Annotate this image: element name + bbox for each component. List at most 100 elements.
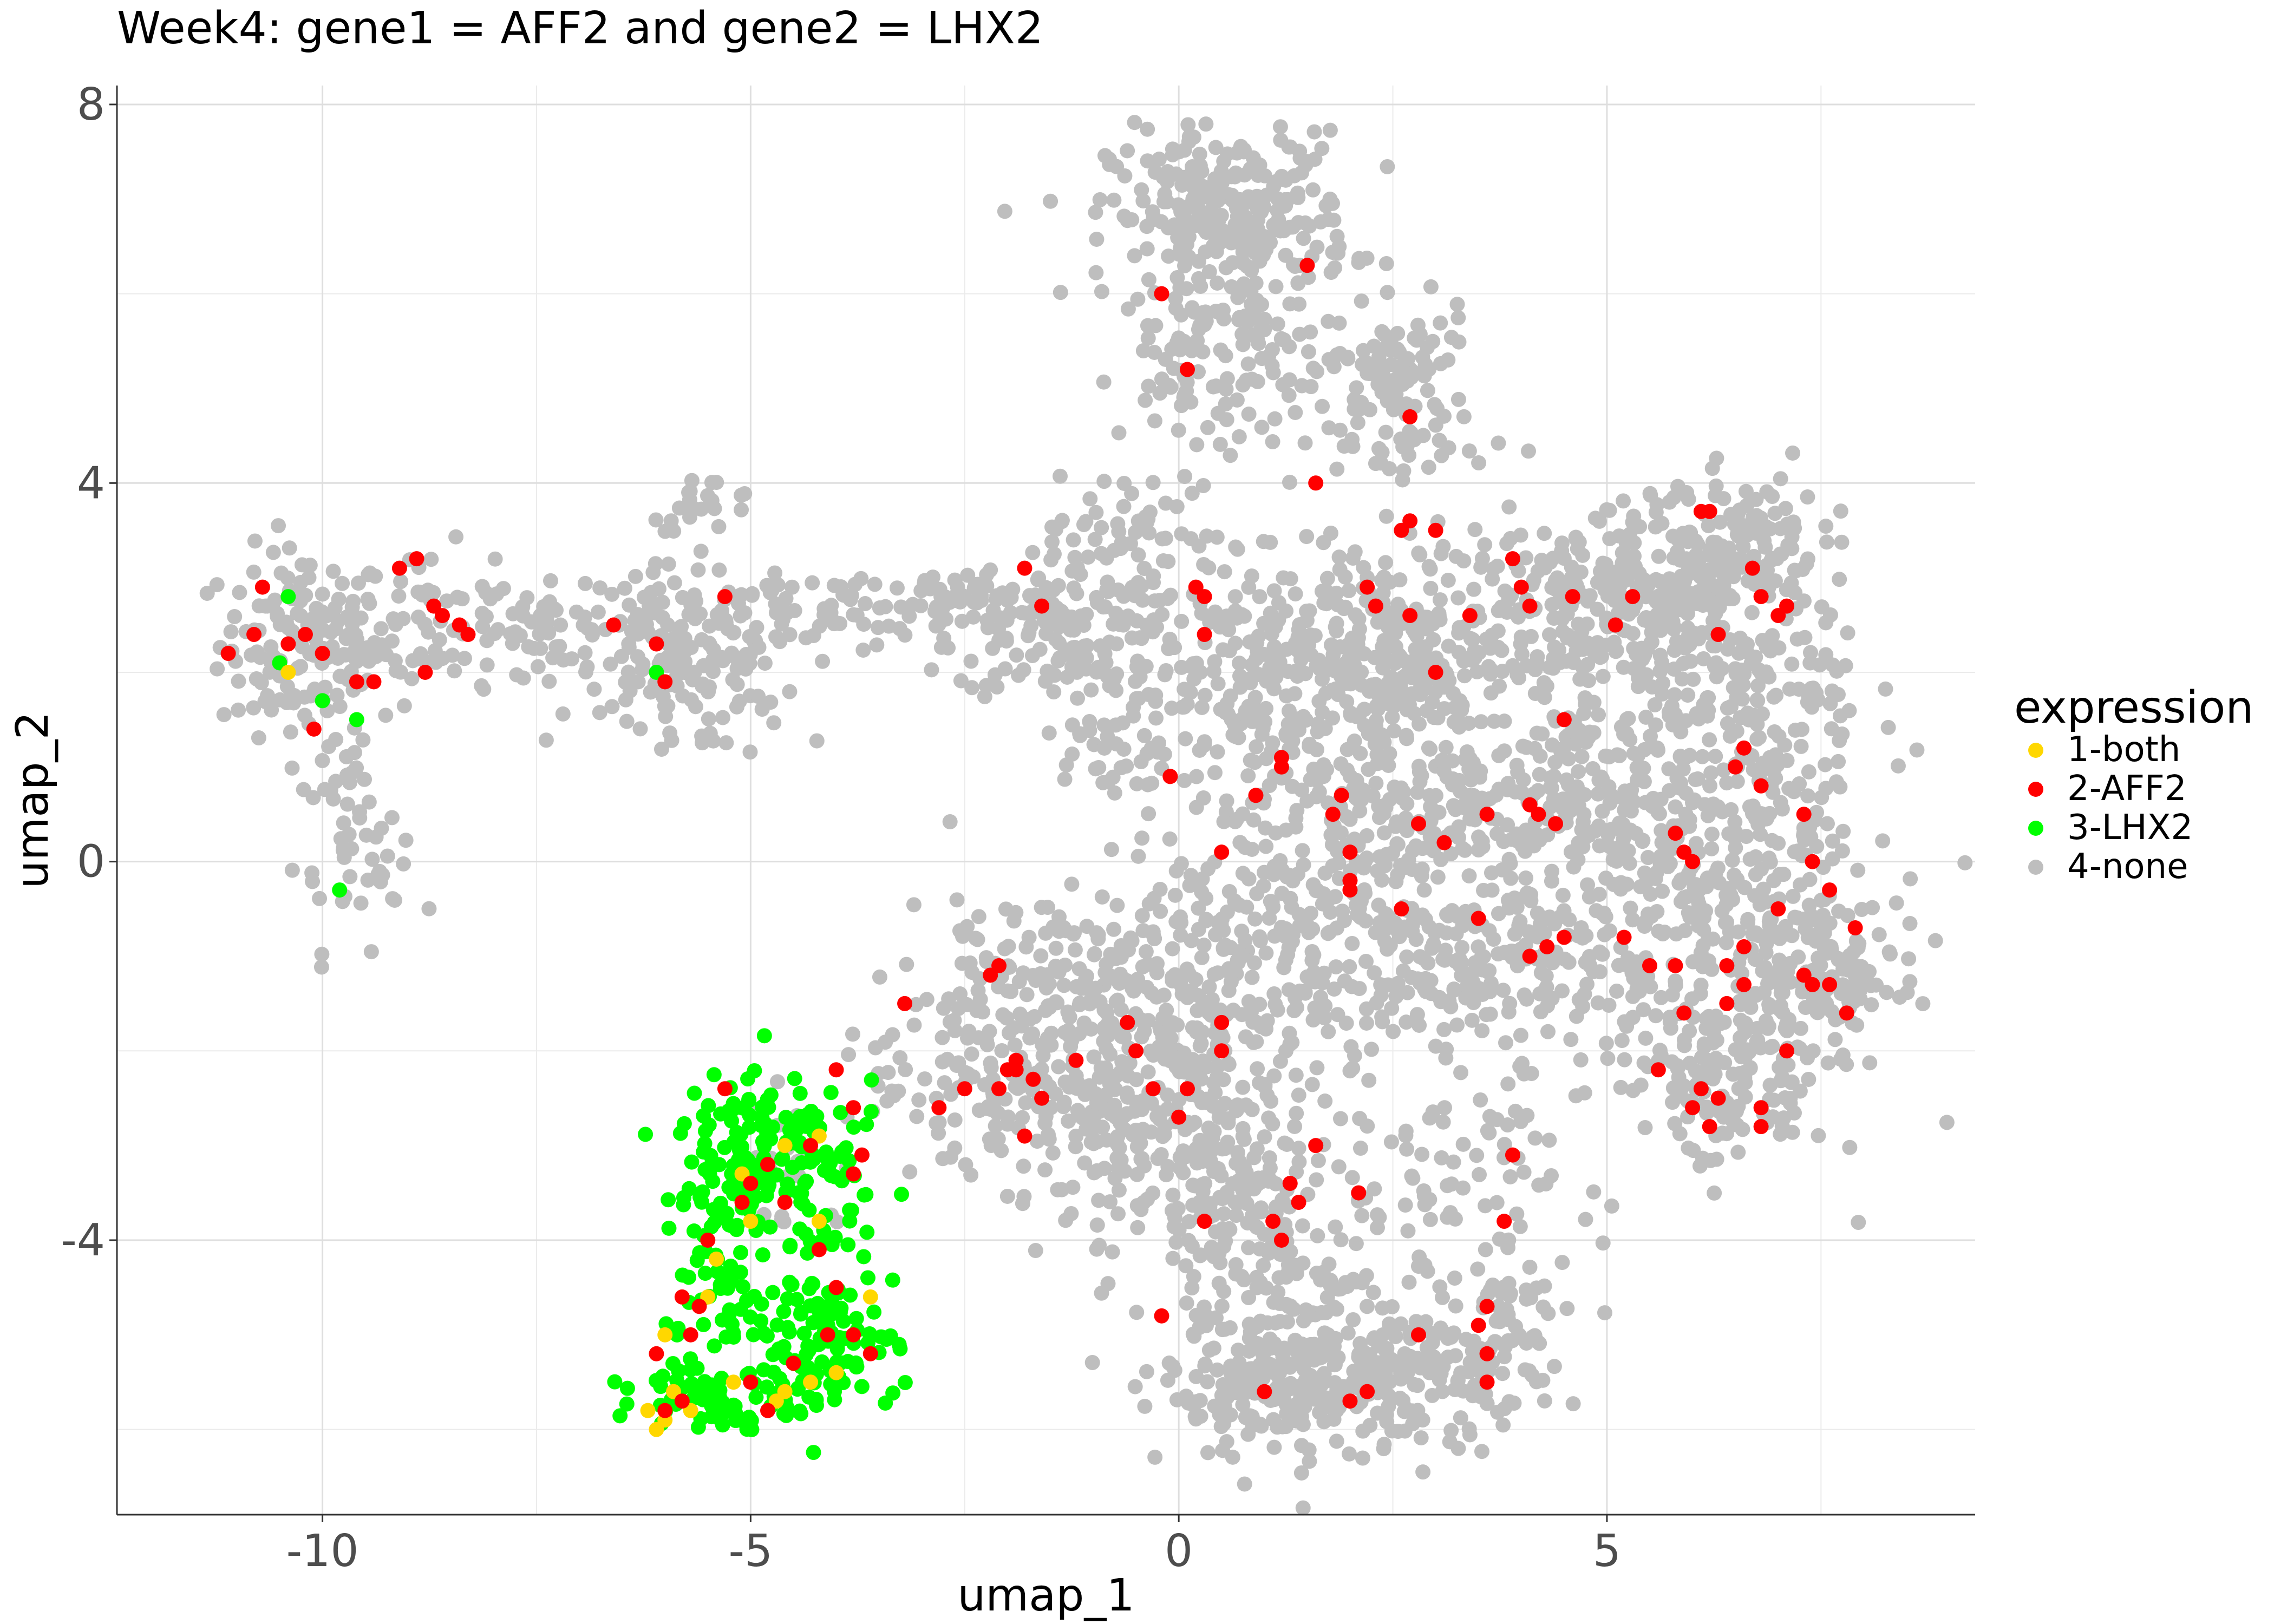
data-point [1124,980,1140,996]
data-point [1800,930,1816,946]
data-point [1254,420,1270,435]
data-point [1080,549,1096,565]
data-point [1710,664,1726,680]
data-point [1194,163,1210,179]
data-point [1261,1110,1277,1126]
data-point [993,587,1009,603]
data-point [1180,990,1195,1005]
data-point [1173,856,1189,872]
data-point [1496,834,1512,849]
data-point [1355,1450,1370,1466]
data-point [387,653,403,669]
data-point [1306,124,1322,140]
data-point [1247,1414,1263,1430]
data-point [1127,115,1142,130]
data-point [1410,971,1426,987]
data-point [1461,443,1477,459]
data-point [1495,983,1511,998]
data-point [1502,1286,1518,1301]
data-points [199,115,1973,1516]
data-point [1165,1250,1181,1266]
data-point [1238,1165,1254,1181]
data-point [1155,553,1171,569]
data-point [325,564,341,579]
data-point [1672,749,1688,765]
data-point [1223,964,1238,980]
data-point [1735,1122,1750,1137]
data-point [1479,1396,1495,1411]
data-point [541,673,557,689]
data-point [1390,924,1406,939]
data-point [1358,953,1374,969]
data-point [1356,1344,1371,1360]
data-point [1638,876,1654,892]
data-point [1015,1196,1030,1212]
data-point [1234,1007,1250,1023]
data-point [1066,532,1081,548]
data-point [1728,666,1744,682]
data-point [1450,391,1466,407]
data-point [742,744,758,760]
data-point [1777,1090,1793,1106]
data-point [1265,735,1280,751]
data-point [1188,769,1204,784]
data-point [505,636,520,651]
data-point [1333,1232,1349,1248]
data-point [1378,508,1394,524]
data-point [1742,1060,1758,1076]
data-point [1682,1056,1697,1071]
data-point [1305,182,1321,198]
data-point [1733,630,1748,646]
data-point [1430,869,1446,885]
data-point [368,649,384,664]
data-point [1500,1076,1516,1092]
data-point [1827,1032,1843,1047]
data-point [617,580,632,596]
data-point [1107,1082,1122,1097]
data-point [1422,1110,1437,1126]
data-point [303,688,318,704]
data-point [1595,771,1610,787]
data-point [1513,1027,1528,1043]
data-point [1461,761,1477,777]
data-point [1218,396,1233,412]
data-point [997,941,1012,957]
data-point [1162,631,1178,647]
data-point [1432,592,1448,608]
data-point [1723,507,1739,522]
data-point [618,692,633,708]
data-point [1329,623,1344,639]
data-point [1456,653,1472,669]
data-point [754,702,770,717]
data-point [1290,275,1306,291]
data-point [393,664,408,680]
data-point [1245,713,1260,729]
data-point [1160,1372,1175,1388]
data-point [1130,291,1146,307]
data-point [1089,1217,1105,1233]
data-point [1184,486,1200,501]
data-point [1664,987,1680,1003]
data-point [1616,493,1631,509]
data-point [1141,806,1156,822]
data-point [1730,1144,1746,1160]
data-point [1811,1128,1826,1143]
data-point [1147,344,1162,360]
data-point [1814,790,1829,806]
series-4-none [199,115,1973,1516]
data-point [1834,843,1850,859]
data-point [1200,1445,1216,1461]
data-point [533,640,548,656]
data-point [1117,168,1133,184]
data-point [286,687,302,703]
data-point [1141,272,1156,287]
data-point [1537,690,1552,705]
data-point [1489,1195,1505,1210]
data-point [1523,887,1539,902]
data-point [1173,398,1189,414]
data-point [1108,717,1123,733]
data-point [1050,578,1066,593]
data-point [1771,729,1787,744]
data-point [1448,1298,1463,1314]
data-point [1200,861,1216,876]
